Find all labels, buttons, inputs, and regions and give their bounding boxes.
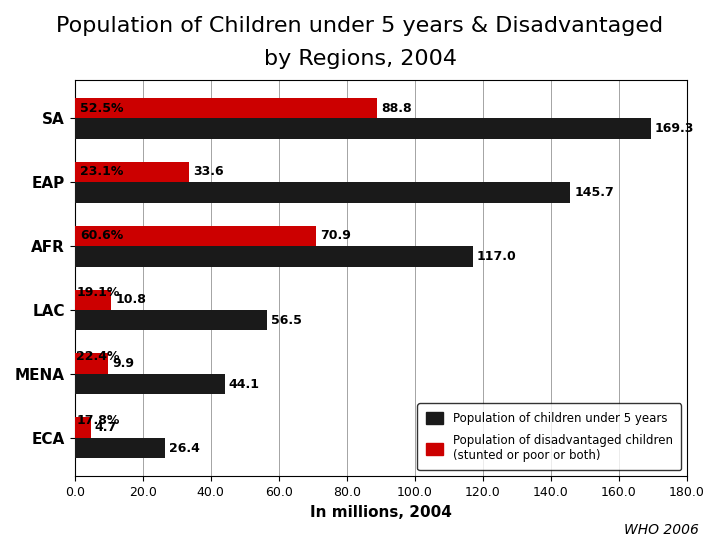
Text: 23.1%: 23.1% — [80, 165, 123, 178]
Text: 70.9: 70.9 — [320, 230, 351, 242]
Text: 22.4%: 22.4% — [76, 350, 120, 363]
X-axis label: In millions, 2004: In millions, 2004 — [310, 504, 452, 519]
Bar — [75, 374, 225, 394]
Text: by Regions, 2004: by Regions, 2004 — [264, 49, 456, 69]
Text: Population of Children under 5 years & Disadvantaged: Population of Children under 5 years & D… — [56, 16, 664, 36]
Bar — [75, 98, 377, 118]
Text: 169.3: 169.3 — [654, 122, 694, 135]
Text: 4.7: 4.7 — [95, 421, 117, 434]
Text: 60.6%: 60.6% — [80, 230, 123, 242]
Bar — [75, 289, 112, 310]
Bar — [75, 417, 91, 438]
Bar — [75, 118, 651, 139]
Text: 19.1%: 19.1% — [76, 286, 120, 299]
Bar — [75, 162, 189, 182]
Text: WHO 2006: WHO 2006 — [624, 523, 698, 537]
Text: 26.4: 26.4 — [168, 442, 199, 455]
Text: 52.5%: 52.5% — [80, 102, 123, 114]
Text: 117.0: 117.0 — [477, 250, 516, 263]
Text: 88.8: 88.8 — [381, 102, 412, 114]
Bar — [75, 246, 473, 267]
Bar — [75, 226, 316, 246]
Text: 10.8: 10.8 — [115, 293, 146, 306]
Text: 56.5: 56.5 — [271, 314, 302, 327]
Text: 145.7: 145.7 — [575, 186, 614, 199]
Text: 44.1: 44.1 — [229, 377, 260, 390]
Bar — [75, 438, 165, 458]
Bar — [75, 310, 267, 330]
Bar — [75, 354, 109, 374]
Text: 17.8%: 17.8% — [76, 414, 120, 427]
Text: 9.9: 9.9 — [112, 357, 135, 370]
Text: 33.6: 33.6 — [193, 165, 224, 178]
Bar — [75, 182, 570, 202]
Legend: Population of children under 5 years, Population of disadvantaged children
(stun: Population of children under 5 years, Po… — [418, 403, 681, 470]
